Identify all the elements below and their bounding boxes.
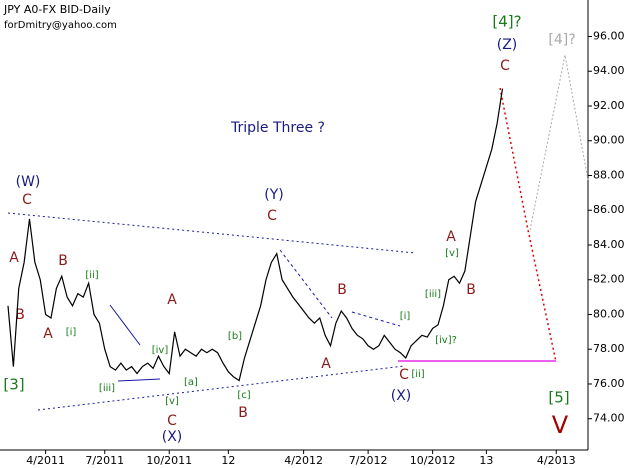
y-tick-label: 94.00 bbox=[593, 64, 625, 77]
y-tick-label: 96.00 bbox=[593, 29, 625, 42]
x-tick-label: 12 bbox=[221, 454, 235, 467]
wave-label: [c] bbox=[237, 390, 250, 401]
wave-label: B bbox=[337, 282, 347, 298]
y-tick-label: 78.00 bbox=[593, 342, 625, 355]
wave-label: (Z) bbox=[497, 37, 518, 53]
trend-line bbox=[7, 212, 416, 254]
wave-label: [ii] bbox=[411, 369, 424, 380]
wave-label: A bbox=[167, 292, 177, 308]
wave-label: C bbox=[267, 208, 277, 224]
wave-label: [v] bbox=[165, 396, 179, 407]
x-tick-label: 4/2012 bbox=[284, 454, 323, 467]
wave-label: [iii] bbox=[425, 289, 441, 300]
channel-line bbox=[351, 311, 401, 327]
wave-label: C bbox=[22, 192, 32, 208]
wave-label: [iv] bbox=[152, 345, 169, 356]
wave-label: [i] bbox=[400, 311, 411, 322]
x-tick-label: 4/2011 bbox=[26, 454, 65, 467]
price-line bbox=[7, 88, 504, 382]
wave-label: (Y) bbox=[264, 187, 283, 203]
wave-label: [iii] bbox=[99, 383, 115, 394]
wave-label: (X) bbox=[162, 429, 183, 445]
x-tick-label: 7/2012 bbox=[349, 454, 388, 467]
wave-label: [3] bbox=[3, 376, 24, 394]
trend-line bbox=[37, 365, 405, 411]
wave-label: B bbox=[466, 282, 476, 298]
wave-label: V bbox=[552, 411, 569, 439]
y-tick-label: 80.00 bbox=[593, 307, 625, 320]
x-tick-label: 4/2013 bbox=[537, 454, 576, 467]
channel-line bbox=[279, 249, 333, 319]
wave-label: [a] bbox=[184, 377, 198, 388]
wave-label: [iv]? bbox=[435, 335, 457, 346]
x-tick-label: 7/2011 bbox=[85, 454, 124, 467]
wave-label: C bbox=[167, 413, 177, 429]
wave-label: C bbox=[399, 367, 409, 383]
annotation: Triple Three ? bbox=[230, 120, 325, 136]
wave-label: A bbox=[43, 326, 53, 342]
wave-label: B bbox=[58, 253, 68, 269]
y-tick-label: 82.00 bbox=[593, 273, 625, 286]
y-tick-label: 92.00 bbox=[593, 99, 625, 112]
wave-label: A bbox=[446, 229, 456, 245]
y-tick-label: 74.00 bbox=[593, 412, 625, 425]
wave-label: [b] bbox=[228, 331, 242, 342]
wave-label: (W) bbox=[16, 174, 41, 190]
wedge-line bbox=[117, 378, 161, 382]
wave-label: B bbox=[15, 307, 25, 323]
wedge-line bbox=[109, 304, 141, 346]
y-tick-label: 84.00 bbox=[593, 238, 625, 251]
wave-label: [5] bbox=[548, 389, 569, 407]
wave-label: B bbox=[238, 405, 248, 421]
x-tick-label: 13 bbox=[479, 454, 493, 467]
wave-label: [4]? bbox=[492, 13, 521, 31]
wave-labels: [4]? (Z) C [4]? Triple Three ? (W) C A B… bbox=[3, 13, 575, 446]
wave-label: (X) bbox=[391, 388, 412, 404]
y-tick-label: 88.00 bbox=[593, 168, 625, 181]
wave-label: [i] bbox=[66, 327, 77, 338]
wave-label: [ii] bbox=[85, 270, 98, 281]
wave-label: A bbox=[321, 356, 331, 372]
y-tick-label: 86.00 bbox=[593, 203, 625, 216]
wave-label: [v] bbox=[445, 248, 459, 259]
x-tick-label: 10/2011 bbox=[146, 454, 192, 467]
subtitle: forDmitry@yahoo.com bbox=[4, 20, 117, 31]
wave-label: A bbox=[9, 250, 19, 266]
wave-label: [4]? bbox=[548, 32, 575, 48]
y-tick-label: 76.00 bbox=[593, 377, 625, 390]
chart-title: JPY A0-FX BID-Daily bbox=[3, 3, 111, 16]
x-tick-label: 10/2012 bbox=[410, 454, 456, 467]
wave-label: C bbox=[500, 58, 510, 74]
y-tick-label: 90.00 bbox=[593, 134, 625, 147]
